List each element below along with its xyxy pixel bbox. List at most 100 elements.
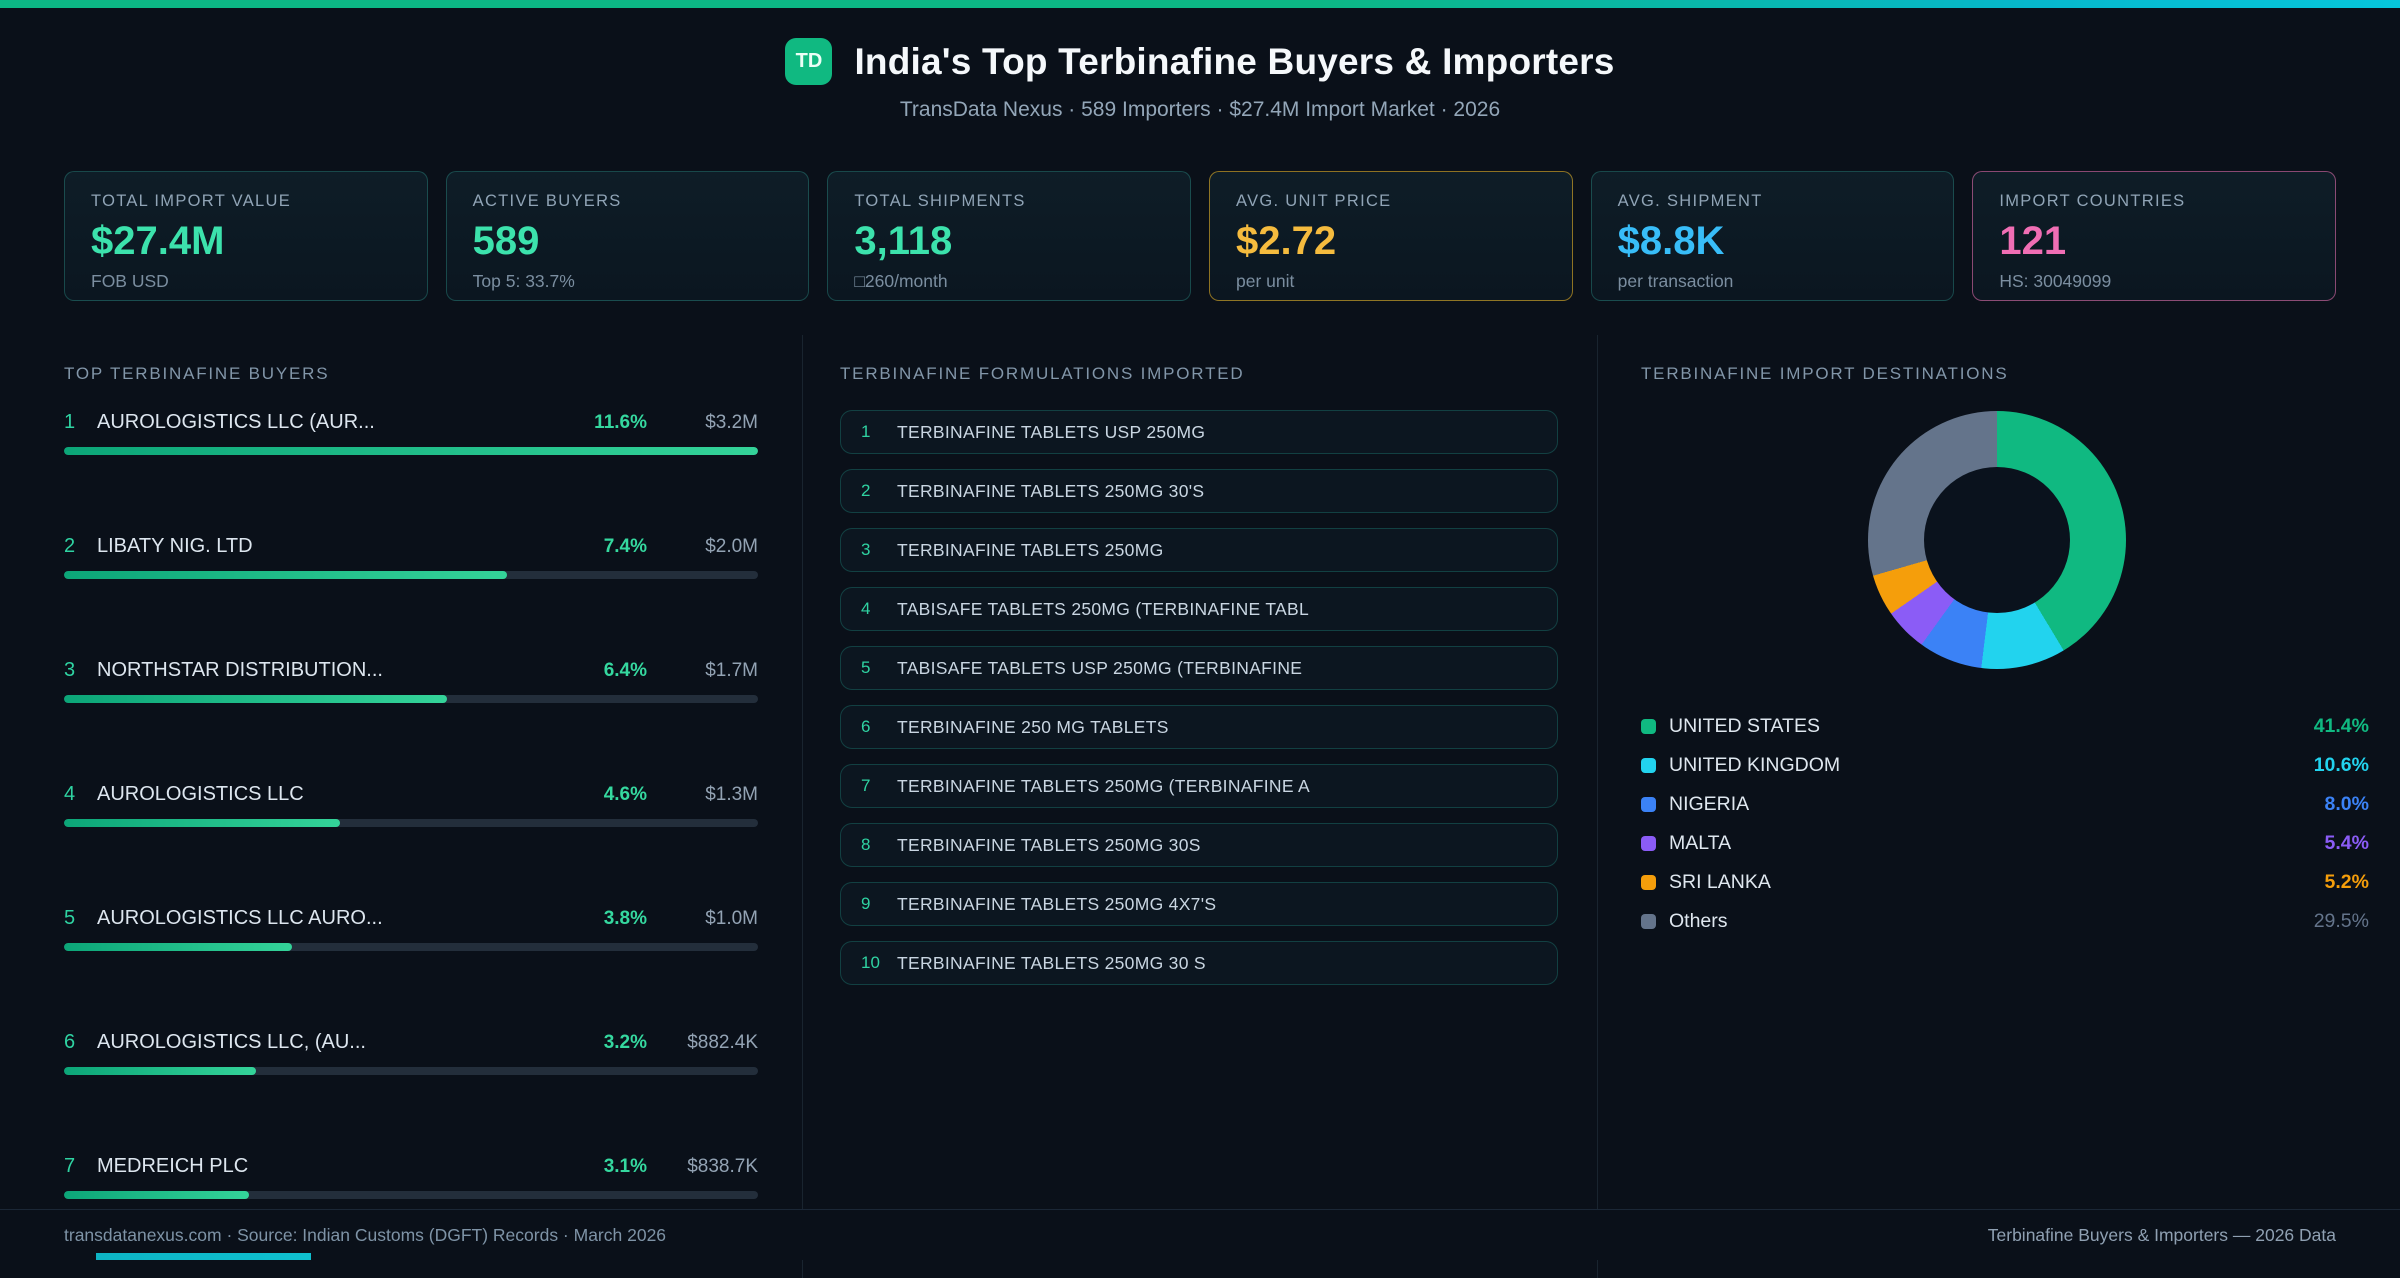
legend-swatch <box>1641 757 1656 773</box>
buyers-list: 1 AUROLOGISTICS LLC (AUR... 11.6% $3.2M … <box>64 410 758 1199</box>
formulation-item: 1 TERBINAFINE TABLETS USP 250MG <box>840 410 1558 454</box>
formulation-name: TERBINAFINE TABLETS 250MG (TERBINAFINE A <box>897 775 1310 796</box>
buyer-progress-bar <box>64 1067 758 1075</box>
stat-label: TOTAL SHIPMENTS <box>854 192 1026 210</box>
page-footer: transdatanexus.com · Source: Indian Cust… <box>0 1209 2400 1260</box>
formulation-name: TERBINAFINE TABLETS 250MG 30'S <box>897 480 1205 501</box>
buyer-value: $882.4K <box>687 1032 758 1053</box>
buyer-rank: 3 <box>64 659 76 681</box>
buyer-name: AUROLOGISTICS LLC, (AU... <box>97 1031 366 1053</box>
stat-value: 3,118 <box>854 219 953 263</box>
main-content: TOP TERBINAFINE BUYERS 1 AUROLOGISTICS L… <box>0 335 2400 1278</box>
formulation-rank: 8 <box>861 835 871 854</box>
buyer-name: AUROLOGISTICS LLC AURO... <box>97 907 383 929</box>
stat-card-total-shipments: TOTAL SHIPMENTS 3,118 □260/month <box>827 171 1191 301</box>
formulation-rank: 1 <box>861 422 871 441</box>
buyer-progress-bar <box>64 447 758 455</box>
buyer-progress-fill <box>64 943 292 951</box>
formulation-rank: 9 <box>861 894 871 913</box>
buyer-name: NORTHSTAR DISTRIBUTION... <box>97 659 383 681</box>
formulation-item: 10 TERBINAFINE TABLETS 250MG 30 S <box>840 941 1558 985</box>
top-buyers-panel: TOP TERBINAFINE BUYERS 1 AUROLOGISTICS L… <box>0 335 802 1278</box>
buyer-progress-bar <box>64 819 758 827</box>
stat-cards-row: TOTAL IMPORT VALUE $27.4M FOB USD ACTIVE… <box>64 171 2336 301</box>
stat-label: AVG. UNIT PRICE <box>1235 192 1392 210</box>
legend-pct: 41.4% <box>2313 715 2369 737</box>
stat-card-import-countries: IMPORT COUNTRIES 121 HS: 30049099 <box>1972 171 2336 301</box>
formulation-item: 2 TERBINAFINE TABLETS 250MG 30'S <box>840 469 1558 513</box>
formulation-rank: 2 <box>861 481 871 500</box>
buyer-row: 4 AUROLOGISTICS LLC 4.6% $1.3M <box>64 782 758 827</box>
formulation-item: 5 TABISAFE TABLETS USP 250MG (TERBINAFIN… <box>840 646 1558 690</box>
stat-subtext: □260/month <box>854 271 948 291</box>
buyer-name: AUROLOGISTICS LLC <box>97 783 304 805</box>
stat-label: TOTAL IMPORT VALUE <box>91 192 292 210</box>
formulation-name: TERBINAFINE TABLETS 250MG 30S <box>897 834 1201 855</box>
legend-label: NIGERIA <box>1669 793 1750 815</box>
buyer-rank: 4 <box>64 783 76 805</box>
stat-value: 589 <box>472 219 540 263</box>
buyer-row: 6 AUROLOGISTICS LLC, (AU... 3.2% $882.4K <box>64 1030 758 1075</box>
stat-subtext: HS: 30049099 <box>1999 271 2112 291</box>
buyer-value: $1.3M <box>705 784 758 805</box>
formulation-name: TABISAFE TABLETS USP 250MG (TERBINAFINE <box>897 657 1303 678</box>
stat-label: ACTIVE BUYERS <box>472 192 622 210</box>
footer-report-text: Terbinafine Buyers & Importers — 2026 Da… <box>1987 1224 2336 1245</box>
buyer-row: 2 LIBATY NIG. LTD 7.4% $2.0M <box>64 534 758 579</box>
buyer-row: 3 NORTHSTAR DISTRIBUTION... 6.4% $1.7M <box>64 658 758 703</box>
buyer-row: 5 AUROLOGISTICS LLC AURO... 3.8% $1.0M <box>64 906 758 951</box>
buyer-row: 7 MEDREICH PLC 3.1% $838.7K <box>64 1154 758 1199</box>
buyer-share-pct: 3.2% <box>603 1032 647 1053</box>
buyer-share-pct: 7.4% <box>603 536 647 557</box>
formulation-item: 7 TERBINAFINE TABLETS 250MG (TERBINAFINE… <box>840 764 1558 808</box>
buyer-progress-fill <box>64 1191 250 1199</box>
formulation-item: 8 TERBINAFINE TABLETS 250MG 30S <box>840 823 1558 867</box>
destinations-legend: UNITED STATES 41.4% UNITED KINGDOM 10.6%… <box>1641 715 2369 932</box>
buyer-value: $2.0M <box>705 536 758 557</box>
legend-item: UNITED STATES 41.4% <box>1641 715 2369 737</box>
legend-swatch <box>1641 796 1656 812</box>
stat-value: 121 <box>1999 219 2067 263</box>
stat-value: $2.72 <box>1235 219 1337 263</box>
buyer-share-pct: 4.6% <box>603 784 647 805</box>
buyer-rank: 2 <box>64 535 76 557</box>
stat-label: AVG. SHIPMENT <box>1617 192 1763 210</box>
stat-card-avg-unit-price: AVG. UNIT PRICE $2.72 per unit <box>1208 171 1573 301</box>
buyer-progress-fill <box>64 819 340 827</box>
buyer-progress-fill <box>64 695 448 703</box>
buyer-rank: 5 <box>64 907 76 929</box>
formulation-name: TERBINAFINE TABLETS USP 250MG <box>897 421 1206 442</box>
legend-item: UNITED KINGDOM 10.6% <box>1641 754 2369 776</box>
bottom-accent-bar <box>96 1253 311 1260</box>
stat-card-active-buyers: ACTIVE BUYERS 589 Top 5: 33.7% <box>445 171 810 301</box>
formulation-rank: 3 <box>861 540 871 559</box>
buyer-rank: 7 <box>64 1155 76 1177</box>
legend-label: MALTA <box>1669 832 1732 854</box>
top-accent-bar <box>0 0 2400 8</box>
legend-pct: 8.0% <box>2324 793 2369 815</box>
formulation-rank: 7 <box>861 776 871 795</box>
top-buyers-title: TOP TERBINAFINE BUYERS <box>64 364 330 383</box>
formulation-item: 3 TERBINAFINE TABLETS 250MG <box>840 528 1558 572</box>
stat-subtext: per transaction <box>1617 271 1734 291</box>
legend-item: Others 29.5% <box>1641 910 2369 932</box>
buyer-name: LIBATY NIG. LTD <box>97 535 253 557</box>
stat-subtext: Top 5: 33.7% <box>472 271 575 291</box>
formulation-name: TERBINAFINE TABLETS 250MG 4X7'S <box>897 893 1217 914</box>
buyer-share-pct: 3.8% <box>603 908 647 929</box>
buyer-progress-bar <box>64 695 758 703</box>
formulation-name: TERBINAFINE 250 MG TABLETS <box>897 716 1169 737</box>
stat-subtext: FOB USD <box>91 271 169 291</box>
buyer-value: $3.2M <box>705 412 758 433</box>
buyer-share-pct: 6.4% <box>603 660 647 681</box>
stat-label: IMPORT COUNTRIES <box>1999 192 2186 210</box>
formulation-item: 4 TABISAFE TABLETS 250MG (TERBINAFINE TA… <box>840 587 1558 631</box>
formulations-panel: TERBINAFINE FORMULATIONS IMPORTED 1 TERB… <box>802 335 1598 1278</box>
legend-swatch <box>1641 718 1656 734</box>
formulations-title: TERBINAFINE FORMULATIONS IMPORTED <box>840 364 1245 383</box>
buyer-progress-fill <box>64 1067 256 1075</box>
legend-label: Others <box>1669 910 1728 932</box>
buyer-rank: 1 <box>64 411 76 433</box>
legend-pct: 10.6% <box>2313 754 2369 776</box>
buyer-name: MEDREICH PLC <box>97 1155 249 1177</box>
